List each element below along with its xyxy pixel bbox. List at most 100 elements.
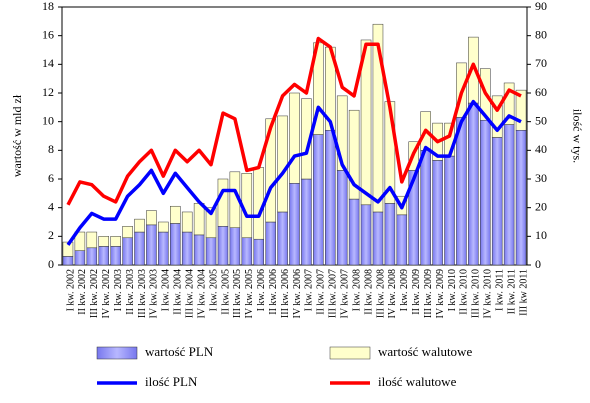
y-tick-label: 4 <box>48 199 54 213</box>
bar <box>515 130 527 266</box>
bar <box>515 89 527 131</box>
x-tick-label: IV kw. 2002 <box>101 269 112 318</box>
bar <box>491 95 503 138</box>
bar <box>158 231 169 266</box>
y-tick-label: 10 <box>42 113 54 127</box>
x-tick-label: II kw. 2009 <box>411 269 422 315</box>
bar <box>158 221 169 233</box>
legend-label: ilość PLN <box>145 374 198 389</box>
x-tick-label: III kw 2011 <box>518 269 529 316</box>
bar <box>86 247 98 266</box>
bar <box>432 160 443 266</box>
bar <box>241 237 253 266</box>
bar <box>122 226 133 239</box>
bar <box>277 115 288 213</box>
x-tick-label: IV kw. 2005 <box>244 269 255 318</box>
bar <box>348 109 360 200</box>
line <box>66 99 522 246</box>
bar <box>265 118 276 223</box>
y-tick-label: 2 <box>48 228 54 242</box>
bar <box>360 204 372 266</box>
bar <box>301 178 312 266</box>
bar <box>372 23 384 213</box>
bar <box>86 231 98 249</box>
bar <box>146 224 157 266</box>
bar <box>336 95 348 171</box>
x-tick-label: II kw. 2002 <box>77 269 88 315</box>
bar <box>277 211 288 266</box>
bar <box>110 246 121 266</box>
x-tick-label: IV kw. 2003 <box>149 269 160 318</box>
bar <box>62 256 74 266</box>
x-tick-label: I kw. 2009 <box>399 269 410 311</box>
y2-tick-label: 0 <box>535 257 541 271</box>
bar <box>229 227 241 266</box>
x-tick-label: III kw. 2005 <box>232 269 243 318</box>
x-tick-label: I kw. 2006 <box>256 269 267 311</box>
y2-tick-label: 70 <box>535 56 547 70</box>
x-tick-label: IV kw. 2010 <box>483 269 494 318</box>
line <box>66 36 522 206</box>
y2-tick-label: 20 <box>535 199 547 213</box>
bar <box>456 117 467 266</box>
x-tick-label: III kw. 2004 <box>184 269 195 318</box>
bar <box>396 214 408 266</box>
x-tick-label: I kw. 2007 <box>304 269 315 311</box>
bar <box>491 137 503 266</box>
x-tick-label: III kw. 2009 <box>423 269 434 318</box>
x-tick-label: III kw. 2003 <box>137 269 148 318</box>
y2-axis-label: ilość w tys. <box>570 109 584 163</box>
bar <box>98 236 109 247</box>
y-tick-label: 16 <box>42 27 54 41</box>
bar <box>444 155 455 266</box>
bar <box>205 207 217 239</box>
y2-tick-label: 30 <box>535 171 547 185</box>
bar <box>193 203 205 236</box>
bar <box>336 170 348 266</box>
legend-swatch <box>329 346 371 360</box>
bar <box>170 223 181 266</box>
x-tick-label: II kw. 2011 <box>506 269 517 314</box>
bar <box>122 237 133 266</box>
x-tick-label: IV kw. 2009 <box>435 269 446 318</box>
y-tick-label: 18 <box>42 0 54 13</box>
x-tick-label: II kw. 2008 <box>363 269 374 315</box>
legend-label: wartość walutowe <box>378 344 472 359</box>
bar <box>98 246 109 266</box>
y-tick-label: 8 <box>48 142 54 156</box>
bar <box>146 210 157 226</box>
bar <box>205 237 217 266</box>
bar <box>134 218 145 233</box>
y-tick-label: 12 <box>42 85 54 99</box>
bar <box>170 205 181 224</box>
x-tick-label: II kw. 2010 <box>459 269 470 315</box>
x-tick-label: IV kw. 2006 <box>292 269 303 318</box>
bar <box>503 82 515 125</box>
bar <box>348 198 360 266</box>
x-tick-label: III kw. 2010 <box>471 269 482 318</box>
x-tick-label: II kw. 2006 <box>268 269 279 315</box>
bar <box>420 150 431 266</box>
legend-swatch <box>96 346 138 360</box>
x-tick-label: I kw. 2005 <box>208 269 219 311</box>
x-tick-label: I kw. 2008 <box>351 269 362 311</box>
x-tick-label: I kw. 2010 <box>447 269 458 311</box>
bar <box>181 231 193 266</box>
x-tick-label: III kw. 2002 <box>89 269 100 318</box>
bar <box>110 236 121 247</box>
y2-tick-label: 40 <box>535 142 547 156</box>
x-tick-label: II kw. 2003 <box>125 269 136 315</box>
bar <box>253 238 264 266</box>
bar <box>468 102 479 266</box>
bar <box>134 231 145 266</box>
bar <box>217 226 229 266</box>
y-axis-label: wartość w mld zł <box>10 94 24 177</box>
x-tick-label: I kw. 2011 <box>494 269 505 311</box>
bar <box>360 39 372 206</box>
bar <box>372 211 384 266</box>
bar <box>193 234 205 266</box>
x-tick-label: III kw. 2006 <box>280 269 291 318</box>
x-tick-label: I kw. 2002 <box>65 269 76 311</box>
bar <box>217 178 229 227</box>
